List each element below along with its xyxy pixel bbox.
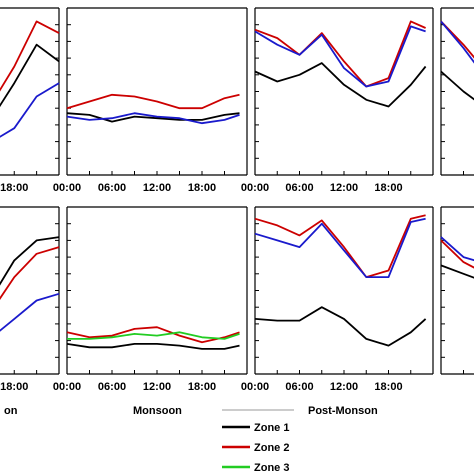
series-line-zone-2 (254, 20, 426, 88)
series-line-zone-3 (0, 82, 60, 138)
x-tick-label: 06:00 (98, 381, 126, 393)
series-line-zone-3 (254, 25, 426, 88)
x-tick-label: 18:00 (0, 182, 28, 194)
series-line-zone-1 (66, 342, 240, 350)
series-line-zone-3 (440, 236, 474, 262)
legend-label-2: Zone 2 (254, 442, 289, 454)
x-tick-label: 00:00 (53, 381, 81, 393)
x-tick-label: 18:00 (0, 381, 28, 393)
series-line-zone-1 (254, 306, 427, 347)
panel-top-col4-partial (440, 7, 474, 176)
legend-label-3: Zone 3 (254, 462, 289, 474)
panel-bottom-col4-partial (440, 206, 474, 375)
series-line-zone-2 (440, 20, 474, 59)
series-line-zone-2 (0, 246, 60, 301)
panels-group: 18:00 00:00 06:00 12:00 18:00 00:00 06:00 12:00… (0, 7, 474, 393)
x-tick-label: 18:00 (374, 182, 402, 194)
season-labels: on Monsoon Post-Monson (4, 405, 378, 417)
panel-top-post-monson: 00:00 06:00 12:00 18:00 (241, 7, 434, 194)
series-line-zone-3 (66, 112, 240, 125)
x-tick-label: 12:00 (143, 381, 171, 393)
series-line-zone-3 (0, 292, 60, 332)
panel-top-monsoon: 00:00 06:00 12:00 18:00 (53, 7, 248, 194)
series-line-zone-2 (254, 214, 426, 279)
series-line-zone-2 (66, 93, 240, 110)
series-line-zone-2 (0, 20, 60, 92)
series-line-zone-1 (66, 112, 240, 123)
series-line-zone-1 (0, 236, 60, 286)
x-tick-label: 18:00 (374, 381, 402, 393)
series-line-zone-3 (67, 331, 240, 340)
panel-bottom-monsoon: 00:00 06:00 12:00 18:00 (53, 206, 248, 393)
series-line-zone-1 (440, 70, 474, 101)
x-tick-label: 18:00 (188, 182, 216, 194)
series-line-zone-1 (254, 62, 427, 108)
x-tick-label: 12:00 (330, 381, 358, 393)
season-label-left: on (4, 405, 18, 417)
x-tick-label: 00:00 (53, 182, 81, 194)
x-tick-label: 12:00 (143, 182, 171, 194)
series-line-zone-3 (254, 217, 426, 279)
season-label-post-monson: Post-Monson (308, 405, 378, 417)
legend: Zone 1 Zone 2 Zone 3 (222, 409, 294, 474)
x-tick-label: 06:00 (285, 182, 313, 194)
x-tick-label: 06:00 (285, 381, 313, 393)
x-tick-label: 00:00 (241, 381, 269, 393)
series-line-zone-1 (440, 264, 474, 279)
x-tick-label: 12:00 (330, 182, 358, 194)
panel-bottom-post-monson: 00:00 06:00 12:00 18:00 (241, 206, 434, 393)
x-tick-label: 00:00 (241, 182, 269, 194)
series-line-zone-2 (440, 239, 474, 269)
series-line-zone-1 (0, 43, 60, 108)
season-label-monsoon: Monsoon (133, 405, 182, 417)
panel-bottom-col1-partial: 18:00 (0, 206, 60, 393)
panel-top-col1-partial: 18:00 (0, 7, 60, 194)
x-tick-label: 18:00 (188, 381, 216, 393)
legend-label-1: Zone 1 (254, 422, 289, 434)
x-tick-label: 06:00 (98, 182, 126, 194)
series-line-zone-3 (440, 20, 474, 64)
